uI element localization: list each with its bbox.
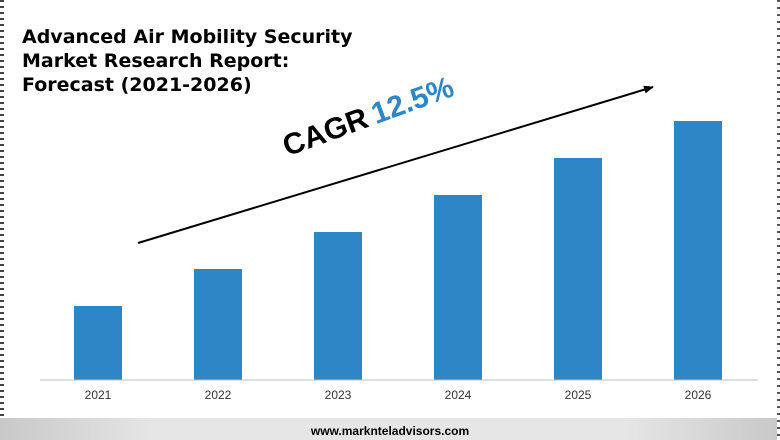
bar-2021	[74, 306, 122, 380]
tick-label-2025: 2025	[565, 388, 592, 402]
x-axis-tick-labels: 2021 2022 2023 2024 2025 2026	[85, 388, 712, 402]
tick-label-2026: 2026	[685, 388, 712, 402]
bar-2024	[434, 195, 482, 380]
tick-label-2023: 2023	[325, 388, 352, 402]
chart-title-line-3: Forecast (2021-2026)	[22, 74, 252, 96]
chart-title: Advanced Air Mobility Security Market Re…	[22, 25, 353, 97]
growth-trend-arrow	[137, 85, 654, 244]
chart-title-line-2: Market Research Report:	[22, 50, 290, 72]
bar-2023	[314, 232, 362, 380]
tick-label-2024: 2024	[445, 388, 472, 402]
footer-url: www.marknteladvisors.com	[310, 424, 470, 438]
bar-series	[74, 121, 722, 380]
tick-label-2021: 2021	[85, 388, 112, 402]
chart-title-line-1: Advanced Air Mobility Security	[22, 26, 353, 48]
bar-2025	[554, 158, 602, 380]
tick-label-2022: 2022	[205, 388, 232, 402]
footer-bar	[0, 418, 780, 440]
bar-2022	[194, 269, 242, 380]
bar-2026	[674, 121, 722, 380]
